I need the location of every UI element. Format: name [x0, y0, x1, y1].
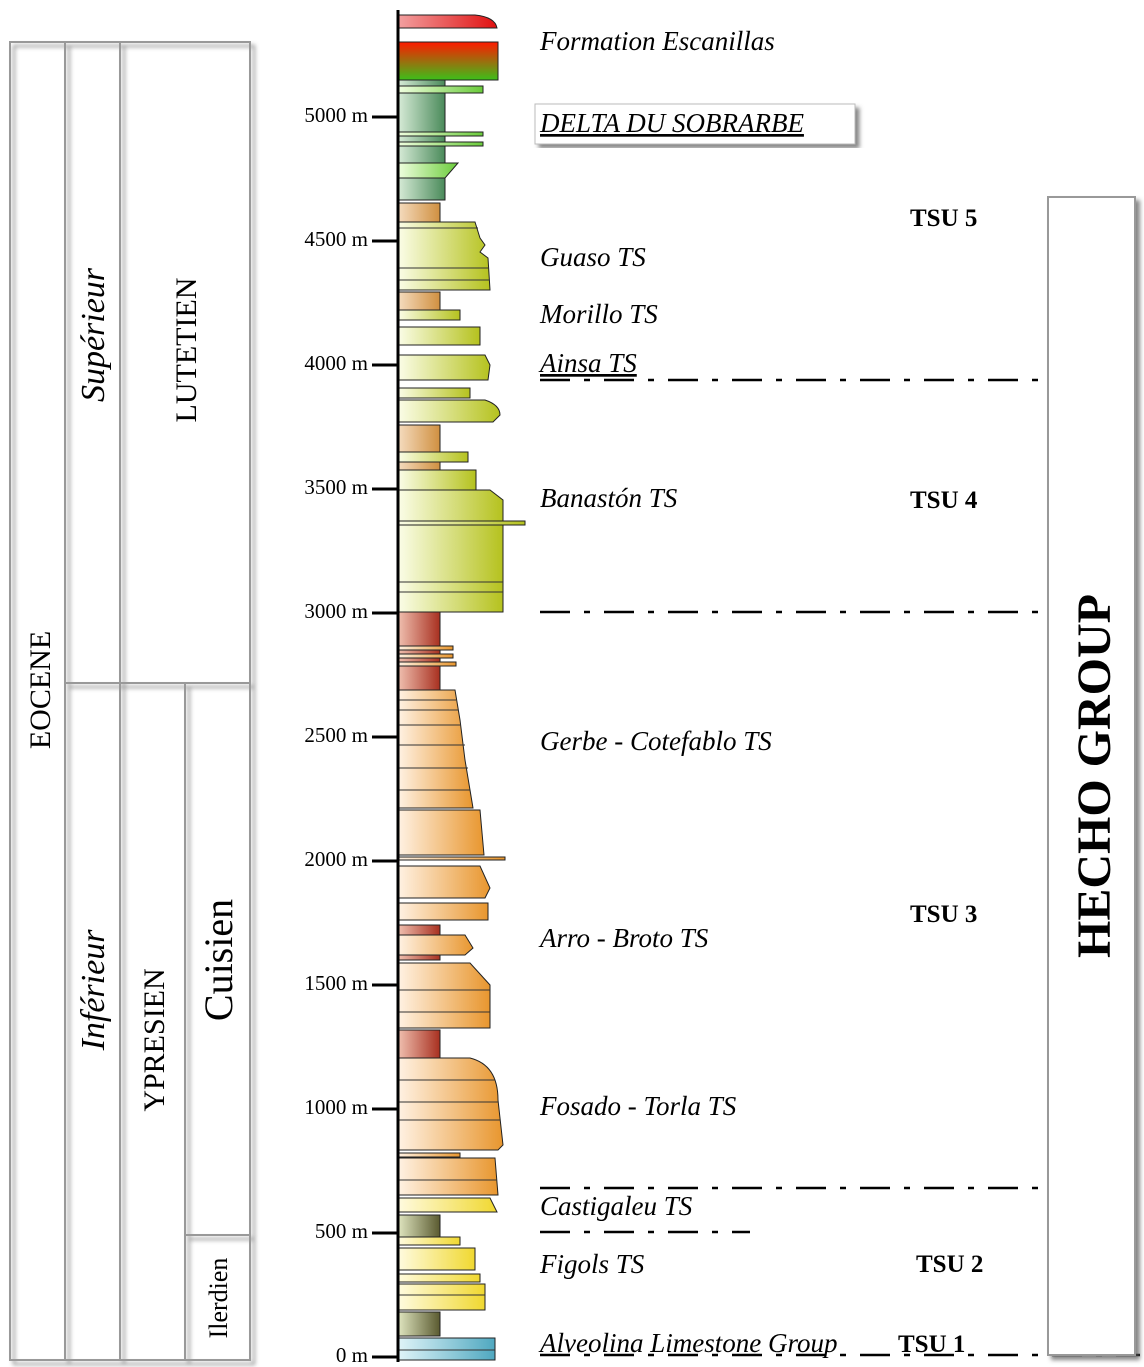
bed — [398, 857, 505, 860]
bed — [398, 1312, 440, 1336]
stage-label: LUTETIEN — [170, 278, 203, 423]
bed — [398, 963, 490, 1028]
beds — [398, 15, 525, 1360]
formation-label: Guaso TS — [540, 242, 646, 272]
tsu-label: TSU 5 — [910, 205, 977, 232]
subepoch-label: Inférieur — [75, 929, 112, 1052]
bed — [398, 425, 440, 470]
bed — [398, 388, 470, 398]
bed — [398, 452, 468, 462]
bed — [398, 1338, 495, 1360]
bed — [398, 470, 476, 490]
bed — [398, 646, 453, 650]
bed — [398, 203, 440, 223]
substage-label: Ilerdien — [204, 1258, 233, 1339]
tsu-label: TSU 1 — [898, 1331, 965, 1358]
bed — [398, 1284, 485, 1310]
tsu-label: TSU 3 — [910, 901, 977, 928]
bed — [398, 935, 473, 955]
formation-label: Fosado - Torla TS — [539, 1091, 737, 1121]
tick-label: 5000 m — [304, 103, 368, 127]
formation-label: Banastón TS — [540, 483, 678, 513]
bed — [398, 521, 525, 525]
bed — [398, 612, 440, 690]
bed — [398, 400, 500, 422]
bed — [398, 42, 498, 80]
formation-label: Gerbe - Cotefablo TS — [540, 726, 772, 756]
tsu-label: TSU 2 — [916, 1251, 983, 1278]
bed — [398, 80, 445, 200]
bed — [398, 1030, 440, 1058]
bed — [398, 662, 456, 666]
bed — [398, 1158, 498, 1195]
formation-label: Ainsa TS — [538, 348, 637, 378]
tick-label: 2000 m — [304, 847, 368, 871]
tick-label: 500 m — [315, 1219, 368, 1243]
substage-label: Cuisien — [196, 899, 241, 1021]
bed — [398, 866, 490, 898]
bed — [398, 310, 460, 320]
formation-label: Figols TS — [539, 1249, 645, 1279]
bed — [398, 810, 484, 855]
bed — [398, 355, 490, 380]
tick-label: 3000 m — [304, 599, 368, 623]
tick-label: 1500 m — [304, 971, 368, 995]
bed — [398, 327, 480, 345]
formation-label: Alveolina Limestone Group — [538, 1328, 837, 1358]
epoch-label: EOCENE — [24, 631, 57, 749]
tsu-label: TSU 4 — [910, 487, 978, 514]
tick-label: 1000 m — [304, 1095, 368, 1119]
subepoch-label: Supérieur — [75, 267, 112, 402]
formation-label: Morillo TS — [539, 299, 658, 329]
stratigraphic-column: EOCENE Supérieur Inférieur LUTETIEN YPRE… — [0, 0, 1144, 1367]
bed — [398, 292, 440, 310]
bed — [398, 1058, 503, 1150]
bed — [398, 86, 483, 93]
bed — [398, 163, 458, 178]
tick-label: 4500 m — [304, 227, 368, 251]
formation-label: Castigaleu TS — [540, 1191, 693, 1221]
bed — [398, 1153, 460, 1157]
bed — [398, 1198, 497, 1212]
tick-label: 3500 m — [304, 475, 368, 499]
bed — [398, 654, 453, 658]
bed — [398, 142, 483, 146]
bed — [398, 1248, 475, 1270]
bed — [398, 15, 497, 28]
stage-label: YPRESIEN — [138, 968, 171, 1111]
bed — [398, 1215, 440, 1237]
formation-label: Formation Escanillas — [539, 26, 775, 56]
tick-label: 2500 m — [304, 723, 368, 747]
bed — [398, 1237, 460, 1245]
formation-label: Arro - Broto TS — [538, 923, 709, 953]
bed — [398, 490, 503, 612]
tick-label: 0 m — [336, 1343, 368, 1367]
bed — [398, 132, 483, 136]
formation-label: DELTA DU SOBRARBE — [539, 108, 804, 138]
axis-ticks: 0 m 500 m 1000 m 1500 m 2000 m 2500 m 3000 m 35… — [304, 103, 398, 1367]
bed — [398, 903, 488, 920]
bed — [398, 1274, 480, 1282]
tick-label: 4000 m — [304, 351, 368, 375]
group-label: HECHO GROUP — [1068, 594, 1121, 958]
